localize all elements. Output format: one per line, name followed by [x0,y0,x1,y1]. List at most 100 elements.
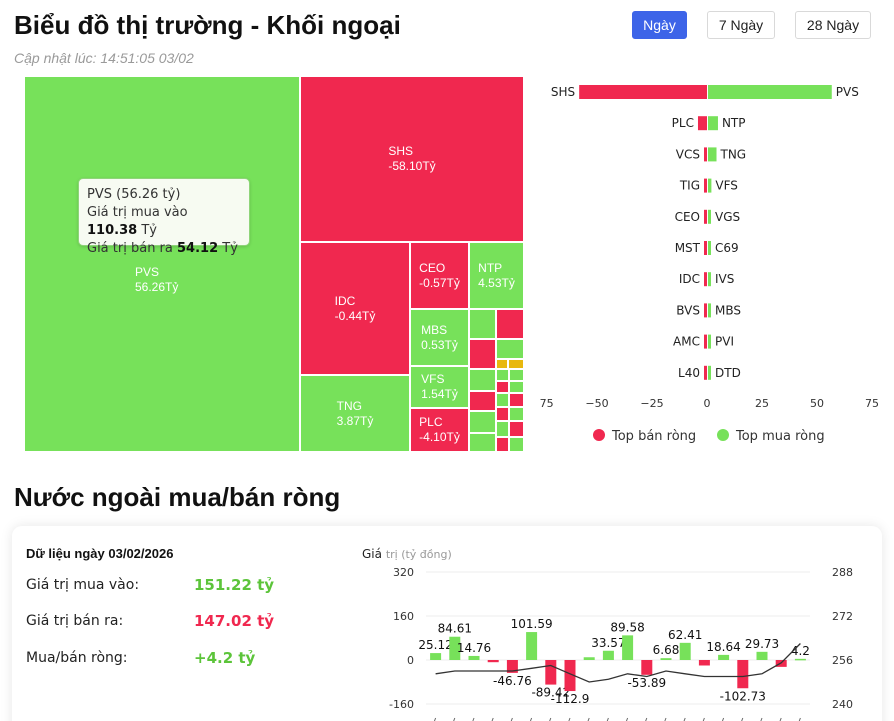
net-bar-label: 29.73 [745,637,779,651]
net-bar [506,660,518,673]
sell-label: AMC [673,335,700,349]
buy-bar [708,334,711,349]
net-bar-label: -102.73 [720,689,766,703]
net-bar [756,651,768,660]
treemap-tile-ntp[interactable]: NTP 4.53Tỷ [469,242,524,309]
treemap-tile-small[interactable] [469,411,496,433]
treemap-tile-name: VFS [421,372,445,386]
buy-bar [708,241,711,255]
treemap-tile-small[interactable] [509,381,524,393]
net-bar-label: 101.59 [511,617,553,631]
net-bar [602,650,614,660]
x-tick-mark [606,717,609,721]
buy-label: VFS [715,179,738,193]
treemap-tile-small[interactable] [509,369,524,381]
treemap-tile-small[interactable] [508,359,524,369]
legend-sell-label: Top bán ròng [611,429,696,444]
treemap-tile-vfs[interactable]: VFS 1.54Tỷ [410,366,469,408]
x-tick-mark [587,717,590,721]
x-tick-mark [529,717,533,721]
y-tick-right: 272 [832,610,853,623]
updated-time: Cập nhật lúc: 14:51:05 03/02 [14,50,194,66]
x-tick-mark [760,717,763,721]
treemap-tile-small[interactable] [509,421,524,437]
treemap-tile-tng[interactable]: TNG 3.87Tỷ [300,375,410,452]
treemap-tile-name: CEO [419,260,446,275]
treemap-tile-small[interactable] [496,393,509,407]
tab-day[interactable]: Ngày [632,11,687,39]
legend-buy-label: Top mua ròng [735,429,825,444]
treemap-tile-mbs[interactable]: MBS 0.53Tỷ [410,309,469,366]
x-tick-mark [625,717,629,721]
tooltip-sell-unit: Tỷ [222,241,238,256]
x-tick-mark [645,717,648,721]
treemap-tile-small[interactable] [509,407,524,421]
treemap-tile-small[interactable] [469,309,496,339]
sell-label: IDC [679,272,700,286]
treemap-tile-small[interactable] [496,421,509,437]
treemap-tile-small[interactable] [469,433,496,452]
treemap-tile-small[interactable] [469,391,496,411]
sell-value: 147.02 tỷ [194,612,275,630]
net-bar-label: 18.64 [706,640,740,654]
x-tick-mark [549,717,552,721]
x-tick-label: −50 [585,397,608,410]
treemap-tile-small[interactable] [496,407,509,421]
net-bar [468,655,480,660]
net-bar [679,642,691,660]
tab-7-days[interactable]: 7 Ngày [707,11,775,39]
buy-label: NTP [722,116,746,130]
treemap-tile-name: PLC [419,415,443,429]
buy-label: TNG [720,147,747,161]
treemap-tile-shs[interactable]: SHS -58.10Tỷ [300,76,524,242]
net-bar [449,636,461,660]
net-bar [794,658,806,661]
net-bar-label: 84.61 [438,622,472,636]
sell-label: PLC [672,116,694,130]
x-tick-mark [568,717,571,721]
treemap-tile-small[interactable] [469,339,496,369]
sell-bar [704,147,707,162]
tab-28-days[interactable]: 28 Ngày [795,11,871,39]
buy-label: PVS [836,85,859,99]
treemap-tile-ceo[interactable]: CEO -0.57Tỷ [410,242,469,309]
treemap-tile-small[interactable] [496,369,509,381]
treemap-tile-value: -58.10Tỷ [388,159,436,173]
sell-label: VCS [676,147,700,161]
sell-bar [697,116,707,131]
treemap-tile-small[interactable] [496,309,524,339]
treemap-tile-small[interactable] [496,381,509,393]
buy-bar [708,303,711,318]
buy-label: C69 [715,241,739,255]
legend-buy-marker [717,429,729,441]
treemap-tile-small[interactable] [509,437,524,452]
treemap-tile-small[interactable] [469,369,496,391]
sell-bar [704,334,707,349]
x-tick-mark [664,717,667,721]
x-tick-mark [741,717,744,721]
net-bar-label: 62.41 [668,628,702,642]
buy-bar [708,178,712,193]
treemap-tile-value: 56.26Tỷ [135,280,179,294]
net-flow-chart: Giá trị (tỷ đồng) 320 288 160 272 0 256 -160 240… [362,547,853,721]
tooltip-buy-unit: Tỷ [141,223,157,238]
x-tick-label: −75 [540,397,554,410]
net-bar [564,660,576,692]
treemap-tile-small[interactable] [496,437,509,452]
sell-label: TIG [679,179,700,193]
treemap-tile-small[interactable] [496,339,524,359]
x-tick-mark [721,717,725,721]
treemap-tile-plc[interactable]: PLC -4.10Tỷ [410,408,469,452]
treemap-tile-value: 1.54Tỷ [421,387,458,401]
buy-label: MBS [715,303,741,317]
treemap-tile-name: IDC [334,293,356,308]
treemap-tile-pvs[interactable]: PVS 56.26Tỷ [24,76,300,452]
net-value-label: Mua/bán ròng: [26,650,128,666]
treemap-tile-small[interactable] [496,359,508,369]
y-tick-right: 240 [832,698,853,711]
treemap-tile-idc[interactable]: IDC -0.44Tỷ [300,242,410,375]
treemap-tile-small[interactable] [509,393,524,407]
net-bar-label: 89.58 [610,620,644,634]
y-tick-right: 288 [832,566,853,579]
